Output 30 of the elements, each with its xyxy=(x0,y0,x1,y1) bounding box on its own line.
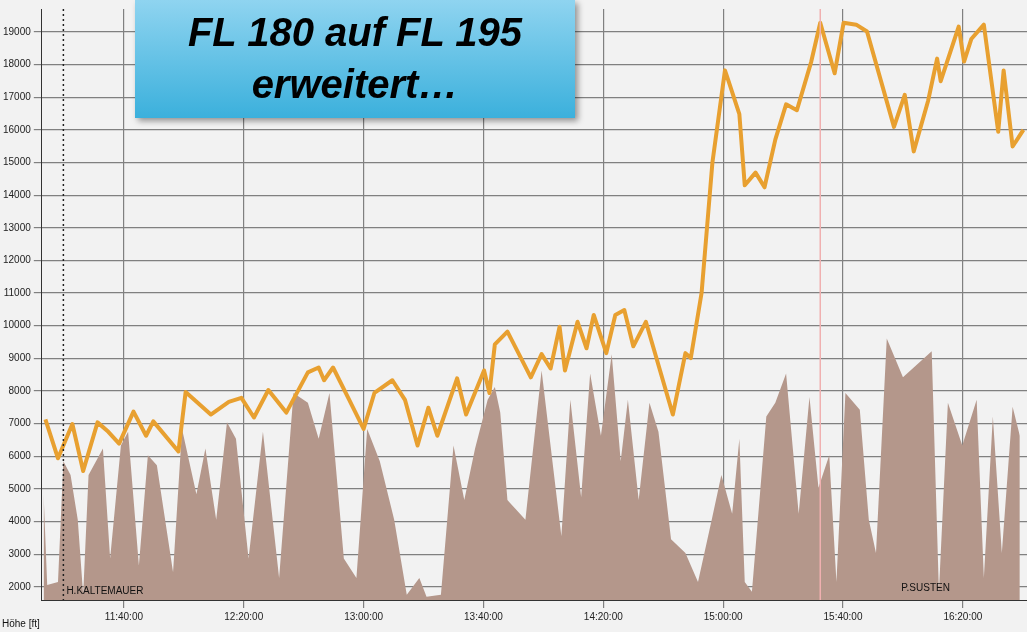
y-tick-label: 17000 xyxy=(3,90,32,102)
x-tick-label: 15:40:00 xyxy=(823,610,863,622)
x-tick-label: 11:40:00 xyxy=(104,610,144,622)
text: FL 180 auf FL 195 erweitert… xyxy=(135,0,575,118)
x-tick-label: 12:20:00 xyxy=(224,610,264,622)
y-axis-title: Höhe [ft] xyxy=(2,617,41,629)
annotation: P.SUSTEN xyxy=(901,581,950,593)
y-tick-label: 13000 xyxy=(3,221,32,233)
x-tick-label: 14:20:00 xyxy=(583,610,624,622)
y-tick-label: 11000 xyxy=(3,286,32,298)
y-tick-label: 8000 xyxy=(8,384,32,396)
x-tick-label: 13:00:00 xyxy=(344,610,384,622)
ref-line-label: H.KALTEMAUER xyxy=(66,584,144,596)
x-tick-label: 16:20:00 xyxy=(943,610,983,622)
y-tick-label: 7000 xyxy=(8,417,32,429)
y-tick-label: 3000 xyxy=(8,548,32,560)
y-tick-label: 18000 xyxy=(3,58,32,70)
x-tick-label: 15:00:00 xyxy=(703,610,744,622)
y-tick-label: 16000 xyxy=(3,123,32,135)
y-tick-label: 5000 xyxy=(8,482,32,494)
y-tick-label: 6000 xyxy=(8,450,32,462)
y-tick-label: 12000 xyxy=(3,254,32,266)
y-tick-label: 4000 xyxy=(8,515,32,527)
y-tick-label: 14000 xyxy=(3,188,32,200)
y-tick-label: 15000 xyxy=(3,156,32,168)
y-tick-label: 19000 xyxy=(3,25,32,37)
y-tick-label: 10000 xyxy=(3,319,32,331)
y-tick-label: 9000 xyxy=(8,352,32,364)
y-tick-label: 2000 xyxy=(8,580,32,592)
x-tick-label: 13:40:00 xyxy=(464,610,504,622)
